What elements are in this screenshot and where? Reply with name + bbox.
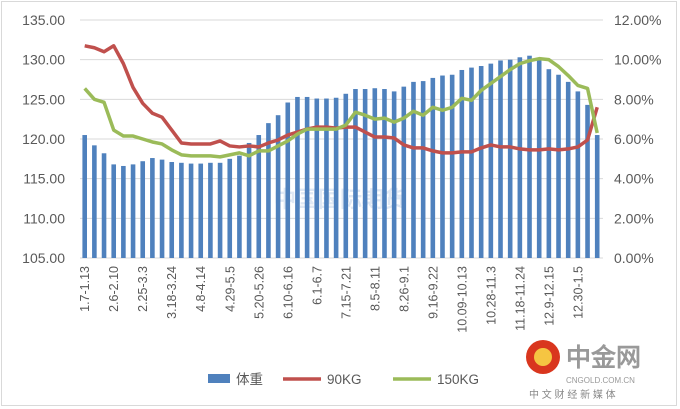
x-axis-tick: 5.20-5.26	[252, 266, 266, 319]
x-axis-tick: 2.25-3.3	[136, 266, 150, 312]
left-axis-tick: 130.00	[22, 52, 65, 68]
x-axis-tick: 10.28-11.3	[484, 266, 498, 325]
bar	[527, 55, 532, 259]
bar	[420, 81, 426, 258]
bar	[314, 98, 320, 258]
bar	[179, 162, 184, 258]
x-axis-tick: 12.9-12.15	[542, 266, 556, 326]
x-axis-tick: 7.15-7.21	[339, 266, 353, 319]
legend-swatch	[208, 374, 230, 383]
logo-url: CNGOLD.COM.CN	[566, 376, 635, 385]
x-axis-tick: 1.7-1.13	[78, 266, 92, 312]
bar	[536, 59, 542, 258]
bar	[353, 89, 358, 259]
x-axis-tick: 8.5-8.11	[368, 266, 382, 311]
right-axis-tick: 12.00%	[614, 12, 661, 28]
right-axis-tick: 4.00%	[614, 171, 654, 187]
bar	[469, 67, 474, 258]
bar	[556, 74, 561, 259]
x-axis-tick: 4.29-5.5	[223, 266, 237, 312]
bar	[391, 91, 397, 259]
legend-label: 体重	[236, 372, 263, 387]
left-axis-tick: 115.00	[23, 171, 65, 187]
bar	[343, 93, 349, 258]
left-axis-tick: 110.00	[23, 210, 65, 226]
x-axis-tick: 11.18-11.24	[513, 266, 527, 331]
bar	[498, 60, 503, 259]
bar	[565, 81, 571, 258]
bar	[333, 97, 339, 258]
bar	[459, 69, 465, 258]
bar	[130, 164, 136, 258]
bar	[324, 98, 329, 258]
bar	[285, 102, 291, 258]
cngold-logo: 中金网 CNGOLD.COM.CN 中 文 财 经 新 媒 体	[526, 340, 641, 401]
bar	[140, 161, 146, 258]
bar	[275, 115, 281, 258]
bar	[188, 163, 194, 258]
legend-label: 90KG	[327, 372, 362, 387]
left-axis-tick: 120.00	[22, 131, 65, 147]
right-axis-tick: 0.00%	[614, 250, 654, 266]
left-axis-tick: 105.00	[22, 250, 65, 266]
bar	[169, 162, 175, 258]
bar	[382, 89, 387, 259]
bar	[362, 89, 368, 259]
bar	[449, 74, 455, 259]
left-axis-tick: 135.00	[22, 12, 65, 28]
bar	[227, 158, 233, 258]
bar	[488, 63, 494, 259]
bar	[372, 88, 378, 258]
x-axis-tick: 4.8-4.14	[194, 266, 208, 312]
bar	[92, 145, 97, 258]
bar	[295, 96, 300, 258]
x-axis-tick: 12.30-1.5	[571, 266, 585, 319]
bar	[217, 162, 223, 258]
bar	[266, 123, 271, 258]
logo-flower-icon	[534, 348, 552, 366]
bar	[82, 135, 87, 258]
bar	[401, 86, 407, 258]
bar	[594, 135, 600, 258]
line-150kg	[83, 56, 599, 159]
right-axis-tick: 2.00%	[614, 210, 654, 226]
bar	[440, 75, 445, 259]
bar	[411, 81, 416, 258]
bar	[198, 163, 204, 258]
right-axis-tick: 6.00%	[614, 131, 654, 147]
bar	[150, 158, 155, 258]
bar	[246, 142, 252, 258]
bar	[208, 162, 213, 258]
bar	[507, 59, 513, 258]
bar	[478, 66, 484, 258]
bar	[237, 155, 242, 258]
bar	[121, 165, 126, 258]
right-axis-tick: 10.00%	[614, 52, 661, 68]
bar	[256, 135, 262, 258]
x-axis-tick: 3.18-3.24	[165, 266, 179, 319]
x-axis-tick: 9.16-9.22	[426, 266, 440, 319]
bar	[546, 69, 552, 258]
bar	[304, 96, 310, 258]
x-axis-tick: 6.10-6.16	[281, 266, 295, 319]
bar	[111, 164, 117, 258]
bar	[430, 77, 436, 258]
x-axis-tick: 6.1-6.7	[310, 266, 324, 305]
bar	[101, 153, 107, 258]
x-axis-tick: 10.09-10.13	[455, 266, 469, 333]
right-axis-tick: 8.00%	[614, 91, 654, 107]
x-axis-tick: 2.6-2.10	[107, 266, 121, 312]
bar	[159, 159, 165, 258]
legend-label: 150KG	[437, 372, 479, 387]
logo-slogan: 中 文 财 经 新 媒 体	[529, 388, 616, 401]
bar	[585, 104, 590, 259]
logo-name: 中金网	[566, 343, 641, 372]
x-axis-tick: 8.26-9.1	[397, 266, 411, 312]
left-axis-tick: 125.00	[22, 91, 65, 107]
bar	[517, 57, 523, 258]
bar	[575, 91, 581, 259]
